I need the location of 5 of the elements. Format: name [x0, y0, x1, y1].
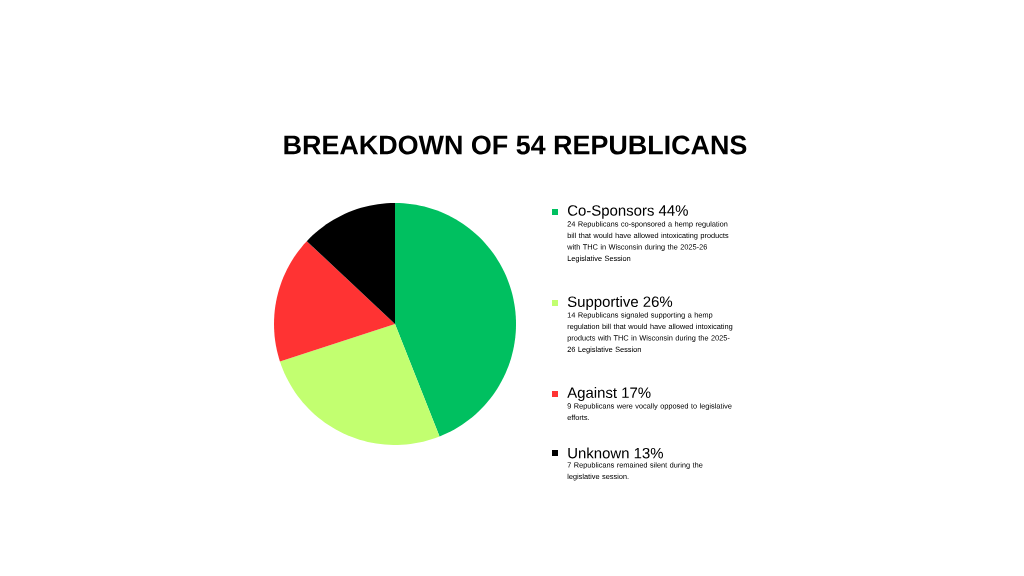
legend-label: Against 17%	[567, 387, 651, 401]
legend-label: Unknown 13%	[568, 447, 663, 459]
legend-label: Supportive 26%	[567, 296, 673, 310]
chart-title: BREAKDOWN OF 54 REPUBLICANS	[284, 135, 747, 155]
legend-label: Co-Sponsors 44%	[567, 205, 688, 219]
